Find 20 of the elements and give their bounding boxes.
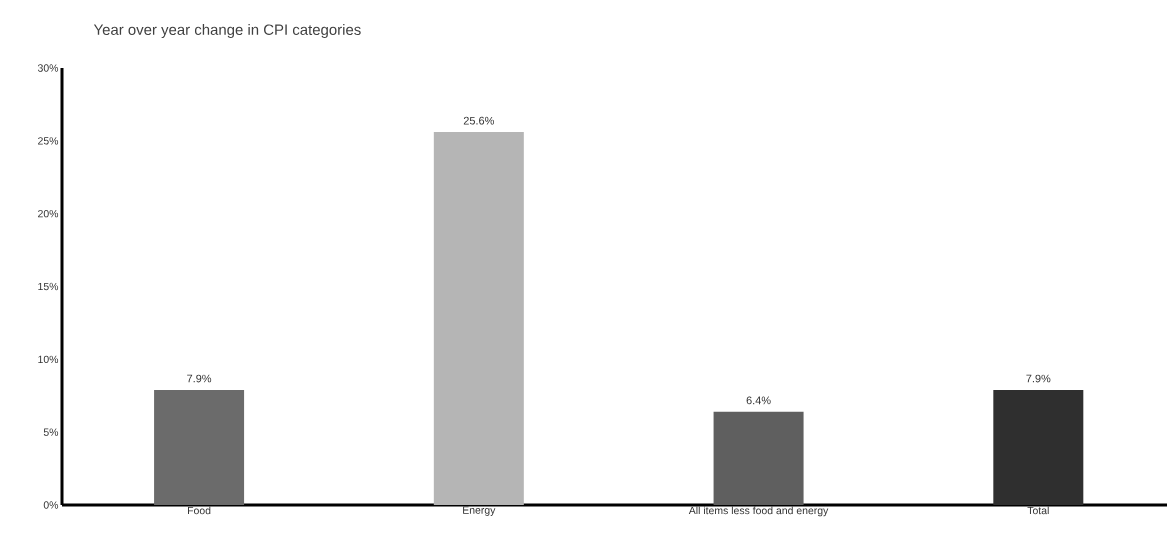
y-tick-label: 20% bbox=[38, 209, 59, 218]
data-label: 6.4% bbox=[746, 396, 771, 405]
x-tick-label: Energy bbox=[463, 506, 496, 516]
bar bbox=[154, 389, 245, 505]
y-tick-label: 30% bbox=[37, 64, 59, 72]
y-tick-label: 25% bbox=[38, 137, 59, 145]
bar bbox=[713, 411, 804, 505]
y-tick-label: 5% bbox=[43, 428, 59, 436]
data-label: 25.6% bbox=[463, 116, 494, 125]
y-tick-label: 15% bbox=[38, 282, 59, 291]
data-label: 7.9% bbox=[1026, 374, 1051, 383]
bar bbox=[993, 389, 1084, 505]
x-tick-label: Total bbox=[1027, 506, 1049, 515]
x-tick-label: Food bbox=[188, 506, 211, 515]
x-tick-label: All items less food and energy bbox=[688, 506, 829, 517]
data-label: 7.9% bbox=[187, 374, 212, 383]
bar bbox=[433, 132, 524, 505]
y-tick-label: 0% bbox=[43, 501, 59, 509]
chart-title: Year over year change in CPI categories bbox=[93, 24, 361, 38]
y-tick-label: 10% bbox=[38, 355, 59, 364]
